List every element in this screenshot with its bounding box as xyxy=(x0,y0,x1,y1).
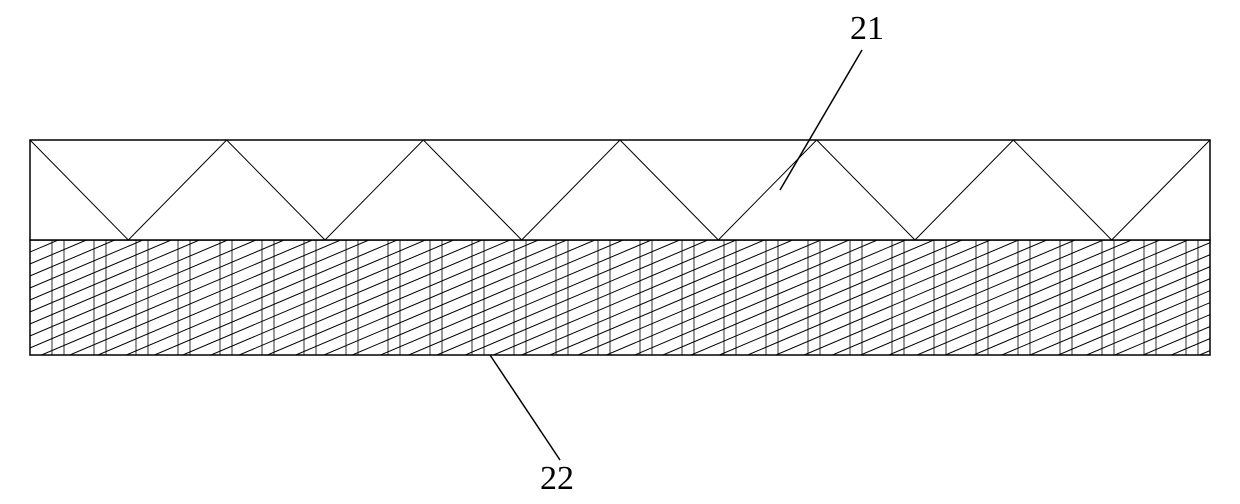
label-22: 22 xyxy=(540,460,574,498)
leader-line-22 xyxy=(490,355,560,460)
diagram-svg xyxy=(0,0,1240,504)
label-21: 21 xyxy=(850,10,884,48)
